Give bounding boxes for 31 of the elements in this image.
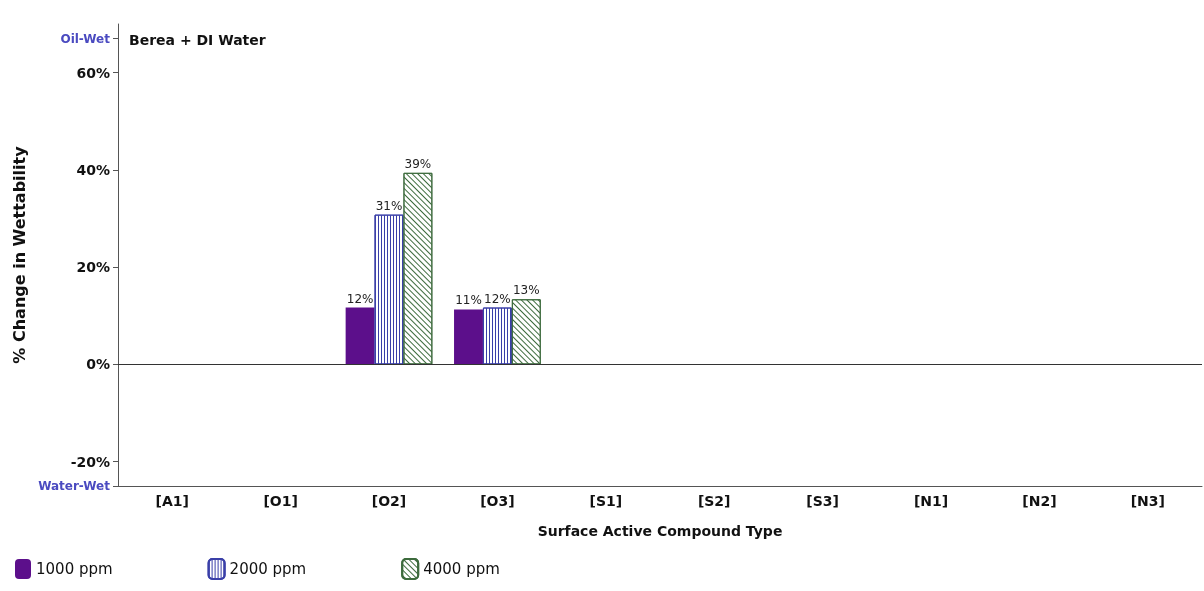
legend-label: 1000 ppm [36,560,113,578]
x-tick-label: [N1] [913,493,949,509]
y-tick-label: Water-Wet [38,479,111,493]
y-tick-label: 60% [76,64,110,81]
bar [345,307,375,365]
data-label: 11% [455,293,482,308]
bar [454,309,483,365]
legend-label: 4000 ppm [423,560,500,578]
y-tick-label: Oil-Wet [60,31,111,46]
legend-label: 2000 ppm [229,560,307,578]
y-tick-label: 20% [76,259,110,276]
x-tick-label: [S2] [697,493,731,509]
data-label: 12% [346,291,374,306]
y-tick-label: 0% [86,356,110,373]
y-tick-label: 40% [76,161,110,178]
x-axis-title: Surface Active Compound Type [537,523,783,539]
y-tick-label: -20% [70,453,110,470]
x-tick-label: [O3] [480,493,515,509]
x-tick-label: [N2] [1022,493,1057,509]
x-tick-label: [O1] [263,493,298,509]
x-tick-label: [O2] [371,493,407,509]
data-label: 13% [512,283,540,298]
y-axis-title: % Change in Wettability [9,145,29,364]
x-tick-label: [N3] [1130,493,1165,509]
data-label: 31% [375,198,403,213]
x-tick-label: [S1] [589,493,623,509]
text: Berea + DI Water [129,32,266,48]
data-label: 12% [484,291,511,306]
data-label: 39% [404,156,432,171]
x-tick-label: [S3] [806,493,839,509]
x-tick-label: [A1] [155,493,189,509]
